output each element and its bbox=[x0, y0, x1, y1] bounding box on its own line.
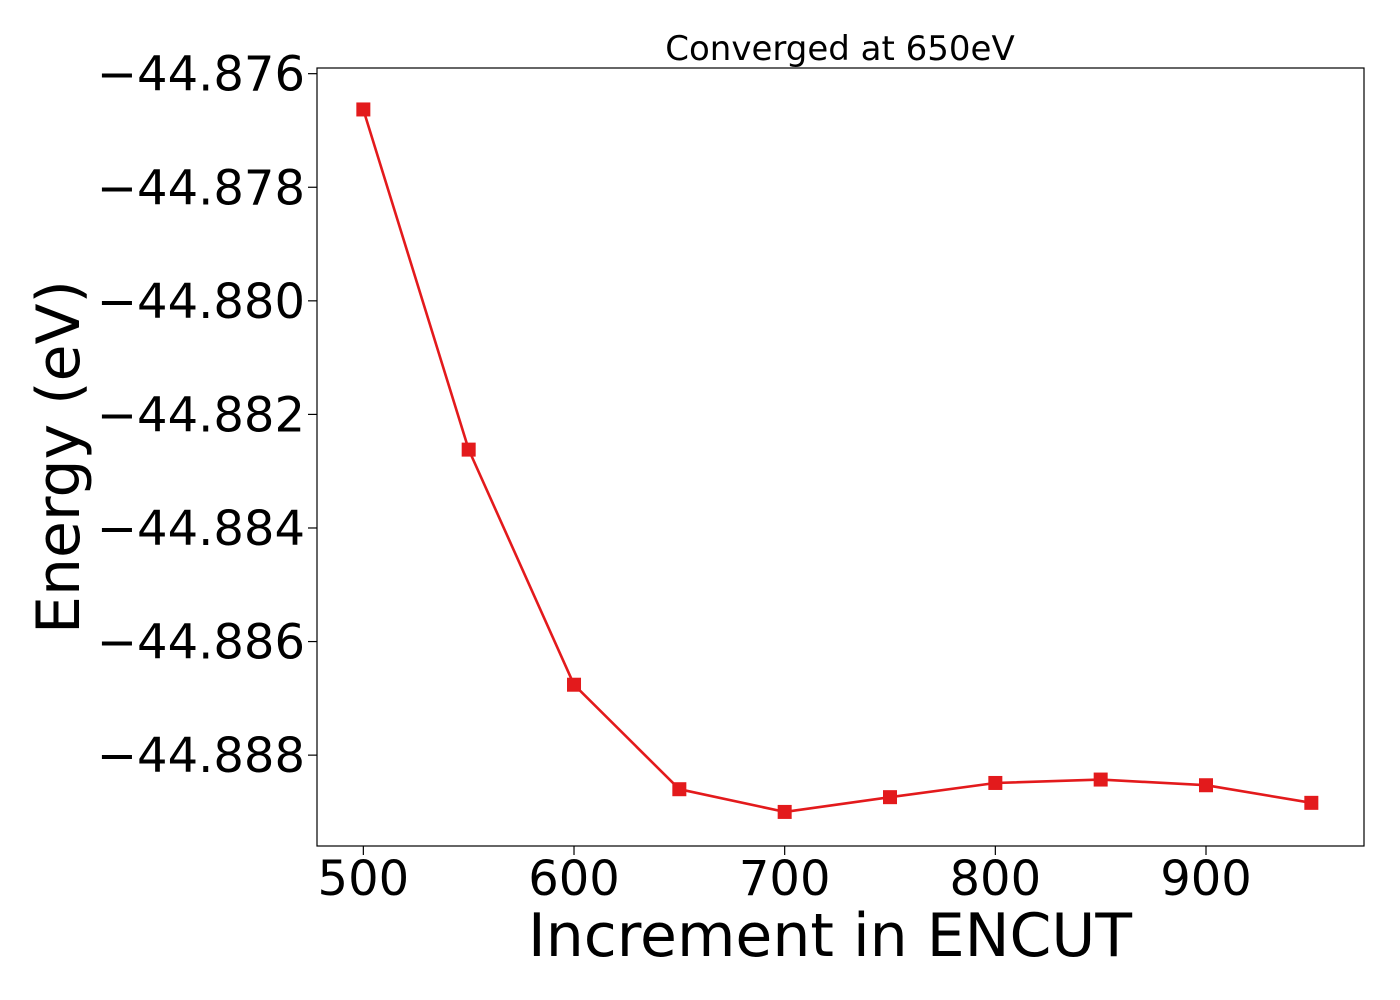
y-tick-label: −44.876 bbox=[97, 47, 305, 103]
x-tick-label: 700 bbox=[739, 851, 831, 907]
y-axis-label: Energy (eV) bbox=[24, 280, 94, 634]
x-axis-label: Increment in ENCUT bbox=[528, 901, 1132, 971]
x-tick-label: 900 bbox=[1160, 851, 1252, 907]
x-tick-label: 500 bbox=[318, 851, 410, 907]
y-tick-label: −44.880 bbox=[97, 274, 305, 330]
series-layer bbox=[356, 102, 1319, 819]
chart-title: Converged at 650eV bbox=[665, 29, 1014, 69]
y-tick-label: −44.886 bbox=[97, 615, 305, 671]
series-line bbox=[362, 109, 1312, 814]
data-point-marker bbox=[1304, 795, 1319, 810]
y-tick-label: −44.888 bbox=[97, 728, 305, 784]
ticks-layer: 500 600 700 800 900 −44.876 −44.878 −44.880 −44.… bbox=[97, 47, 1252, 907]
data-point-marker bbox=[777, 804, 792, 819]
y-tick-label: −44.882 bbox=[97, 387, 305, 443]
x-tick-label: 600 bbox=[528, 851, 620, 907]
axes-frame bbox=[316, 67, 1365, 847]
data-point-marker bbox=[988, 775, 1003, 790]
data-point-marker bbox=[461, 442, 476, 457]
data-point-marker bbox=[1093, 772, 1108, 787]
data-point-marker bbox=[356, 102, 371, 117]
y-tick-label: −44.878 bbox=[97, 160, 305, 216]
data-point-marker bbox=[672, 782, 687, 797]
data-point-marker bbox=[1199, 778, 1214, 793]
data-point-marker bbox=[567, 677, 582, 692]
x-tick-label: 800 bbox=[950, 851, 1042, 907]
data-point-marker bbox=[883, 790, 898, 805]
y-tick-label: −44.884 bbox=[97, 501, 305, 557]
